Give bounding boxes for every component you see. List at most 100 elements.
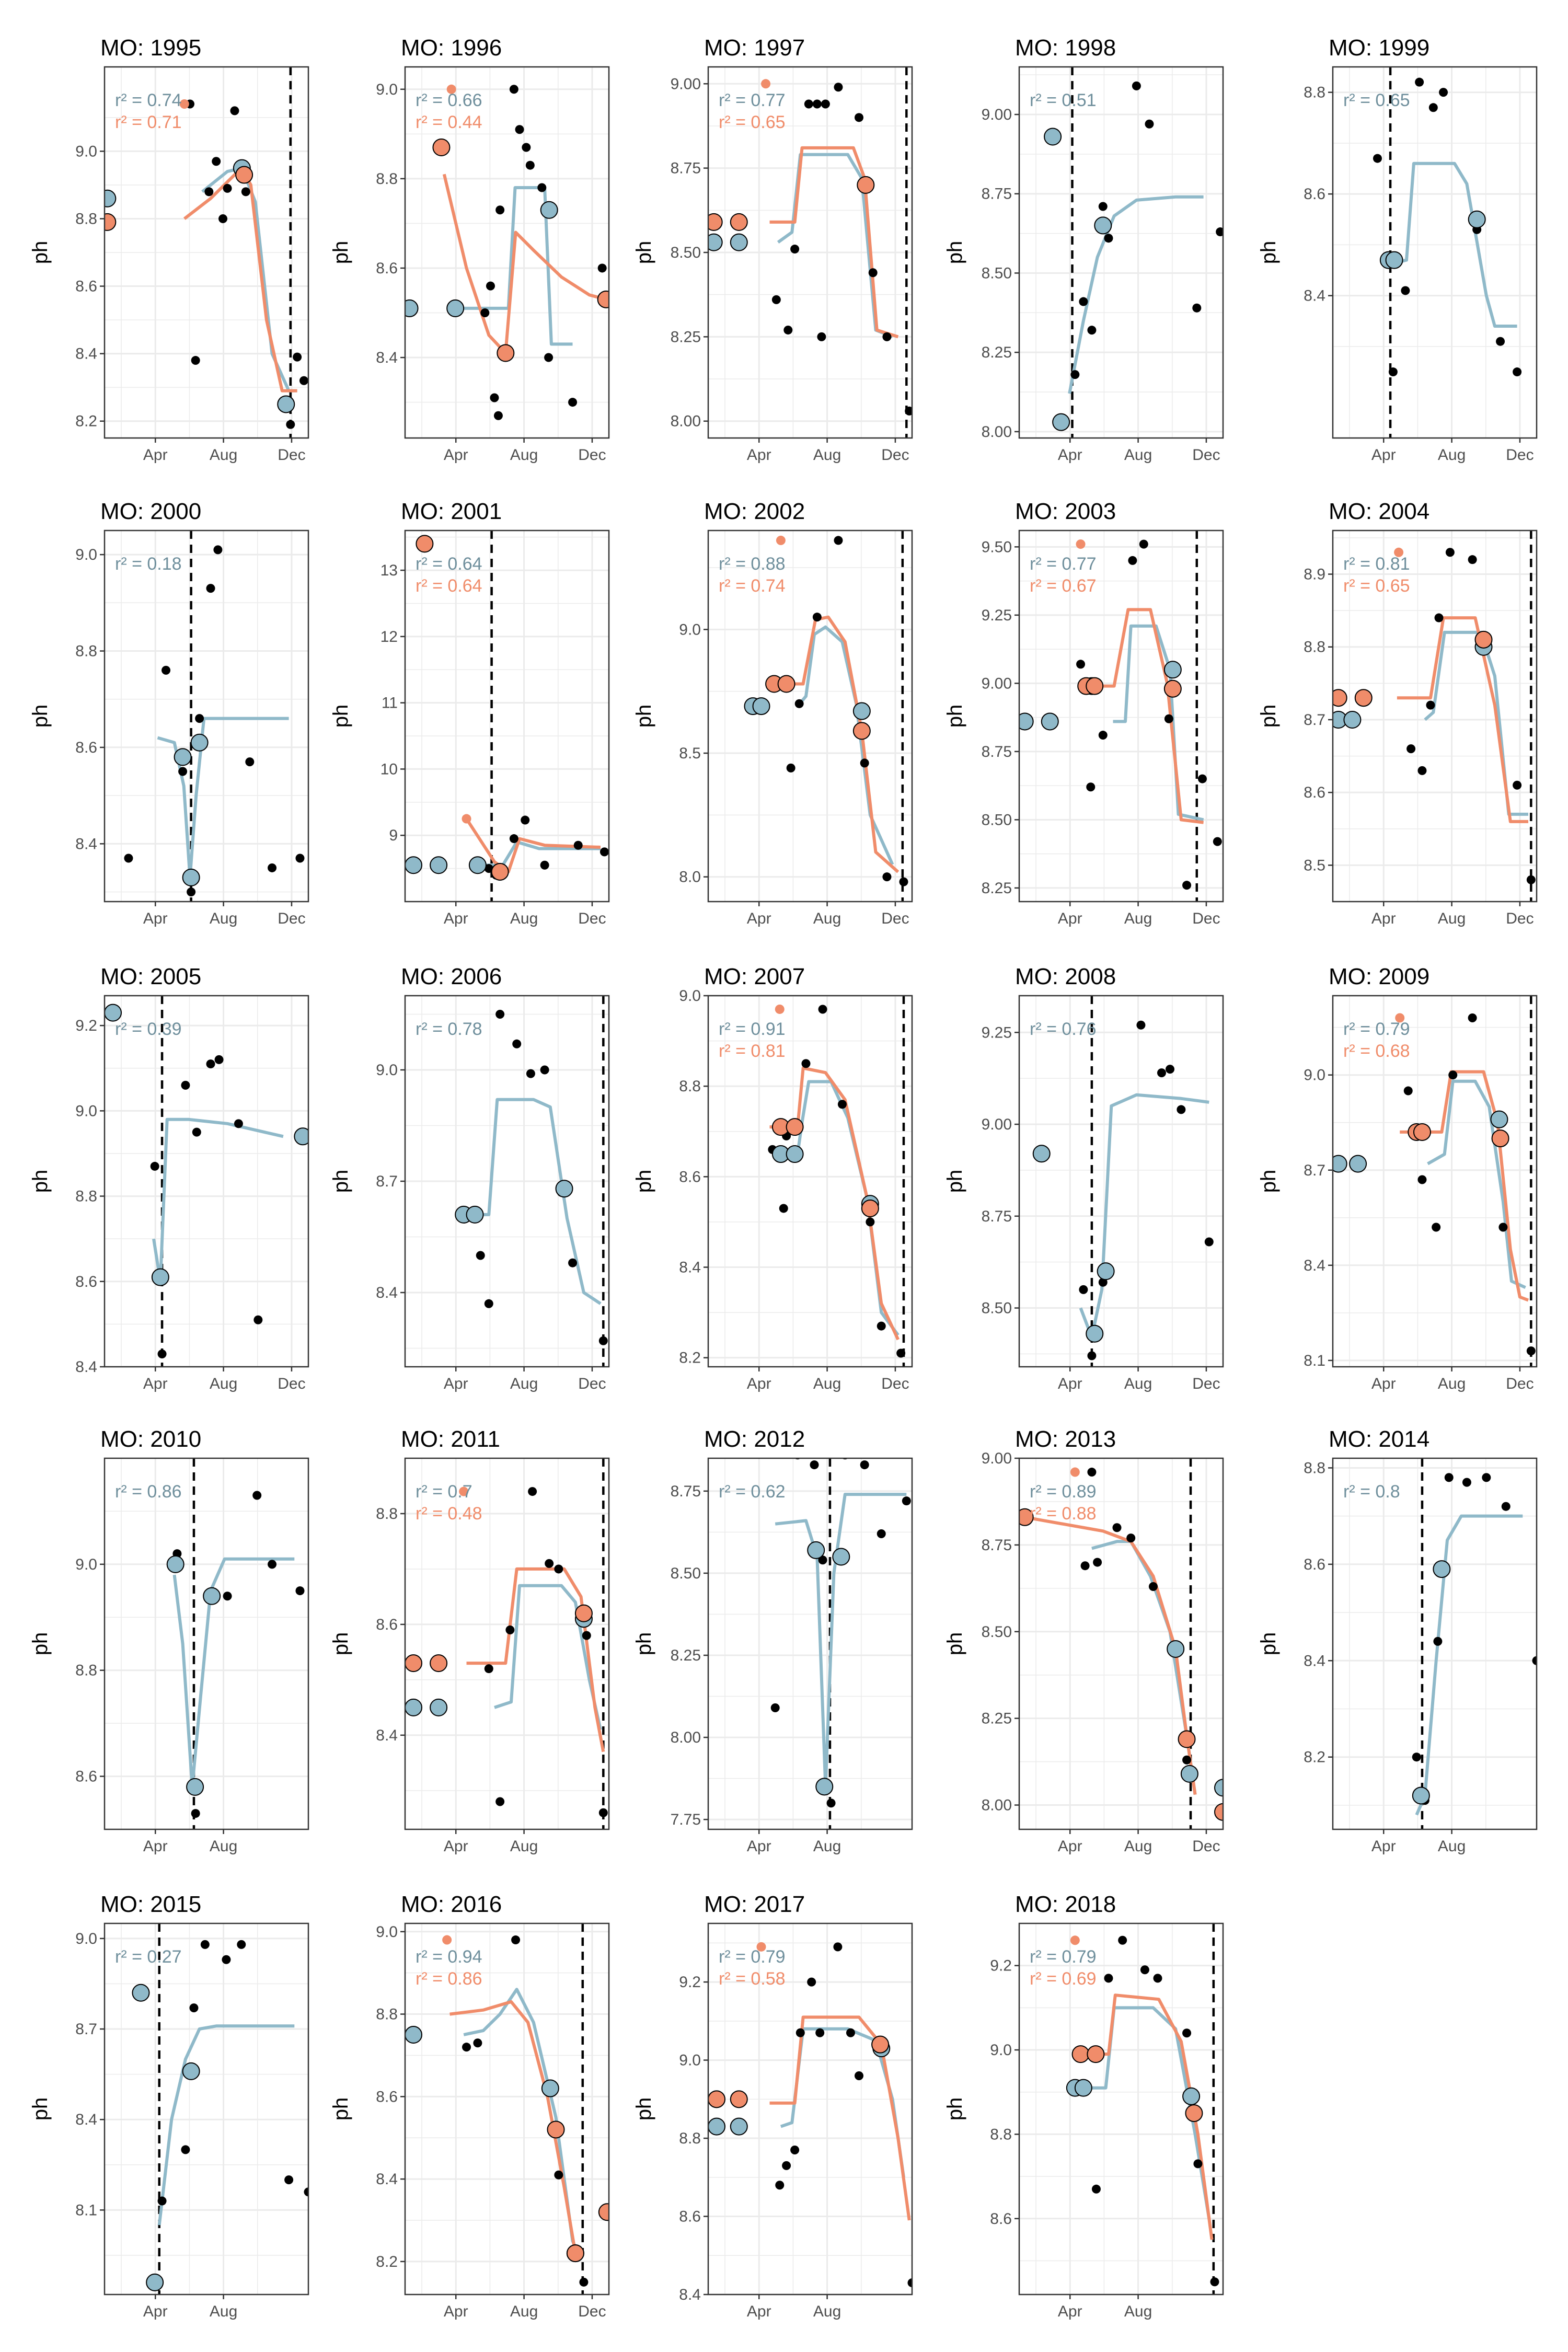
data-point (1415, 77, 1424, 87)
data-point (1213, 837, 1222, 846)
facet-panel: r² = 0.7r² = 0.48 8.4 8.6 8.8 Apr Aug MO: 2011… (329, 1426, 610, 1855)
blue-fit-curve (1113, 624, 1204, 822)
facet-title: MO: 2004 (1329, 499, 1429, 524)
blue-marker (1490, 1110, 1508, 1128)
y-tick-label: 9.0 (990, 2042, 1012, 2059)
x-tick-label: Dec (881, 910, 909, 927)
y-tick-label: 9.00 (982, 675, 1012, 692)
y-tick-label: 9.0 (376, 1923, 398, 1941)
blue-marker (1097, 1262, 1115, 1281)
data-point (544, 353, 554, 362)
r2-label: r² = 0.66 (416, 90, 482, 110)
orange-marker (786, 1118, 804, 1136)
blue-marker (405, 1698, 423, 1716)
orange-fit-curve (1397, 616, 1528, 823)
y-tick-label: 8.6 (376, 1616, 398, 1633)
blue-fit-curve (1068, 195, 1204, 394)
blue-fit-curve (172, 1557, 295, 1789)
orange-dot (756, 1942, 766, 1952)
data-point (568, 398, 578, 407)
panel-background (405, 1923, 609, 2295)
y-tick-label: 10 (381, 760, 398, 778)
r2-label: r² = 0.88 (1030, 1504, 1097, 1524)
orange-dot (179, 99, 189, 109)
x-tick-label: Aug (210, 1375, 237, 1392)
orange-dot (1076, 539, 1086, 549)
data-point (826, 1798, 836, 1808)
y-tick-label: 9.0 (679, 621, 701, 638)
blue-marker (146, 2273, 164, 2291)
data-point (212, 157, 221, 166)
r2-label: r² = 0.74 (719, 576, 786, 596)
y-axis-label: ph (632, 705, 655, 728)
panel-background (405, 531, 609, 902)
blue-marker (466, 1205, 484, 1224)
data-point (191, 1809, 200, 1818)
data-point (486, 281, 495, 291)
x-tick-label: Dec (278, 910, 305, 927)
orange-fit-curve (465, 817, 601, 873)
y-axis-label: ph (29, 2097, 52, 2121)
data-point (1204, 1237, 1214, 1247)
blue-marker (1163, 661, 1182, 679)
data-point (1526, 1346, 1536, 1356)
blue-marker (430, 1698, 448, 1716)
x-tick-label: Aug (1124, 2303, 1152, 2320)
panel-border (1018, 529, 1224, 903)
data-point (241, 187, 250, 197)
data-point (537, 183, 547, 192)
panel-border (1018, 66, 1224, 439)
x-tick-label: Aug (210, 2303, 237, 2320)
data-point (599, 847, 609, 857)
y-tick-label: 9.0 (75, 546, 97, 563)
orange-marker (405, 1654, 423, 1673)
y-axis-label: ph (632, 1170, 655, 1193)
data-point (493, 411, 503, 420)
y-tick-label: 8.75 (671, 160, 701, 177)
y-tick-label: 9.0 (376, 81, 398, 98)
blue-fit-curve (1427, 1079, 1526, 1289)
data-point (1513, 367, 1522, 377)
orange-fit-curve (466, 1567, 605, 1753)
y-tick-label: 8.8 (75, 1188, 97, 1205)
blue-marker (294, 1127, 308, 1146)
x-tick-label: Aug (813, 446, 841, 464)
x-tick-label: Apr (1371, 910, 1396, 927)
x-tick-label: Apr (444, 910, 468, 927)
r2-label: r² = 0.74 (115, 90, 182, 110)
y-tick-label: 8.75 (982, 743, 1012, 760)
data-point (234, 1119, 243, 1128)
y-tick-label: 8.8 (376, 170, 398, 188)
blue-marker (182, 868, 200, 886)
blue-marker (555, 1180, 573, 1198)
blue-marker (186, 1778, 204, 1796)
y-tick-label: 8.8 (990, 2126, 1012, 2143)
blue-marker (1214, 1779, 1223, 1797)
data-point (812, 99, 822, 109)
x-tick-label: Dec (578, 910, 606, 927)
y-tick-label: 8.5 (679, 745, 701, 762)
blue-marker (852, 702, 871, 720)
facet-title: MO: 2010 (100, 1426, 201, 1452)
orange-marker (708, 213, 723, 231)
facet-panel: r² = 0.51 8.00 8.25 8.50 8.75 9.00 Apr Aug Dec MO… (943, 35, 1224, 464)
blue-marker (1094, 216, 1112, 235)
y-tick-label: 8.6 (679, 2208, 701, 2226)
orange-marker (1163, 679, 1182, 698)
orange-dot (442, 1935, 452, 1945)
y-tick-label: 8.25 (671, 1647, 701, 1664)
data-point (834, 83, 843, 92)
x-tick-label: Aug (510, 910, 538, 927)
data-point (206, 1059, 215, 1069)
orange-dot (1070, 1935, 1080, 1945)
panel-background (1019, 67, 1223, 438)
y-tick-label: 9.0 (75, 1930, 97, 1947)
data-point (214, 1055, 224, 1064)
r2-label: r² = 0.68 (1343, 1041, 1410, 1061)
blue-marker (1167, 1640, 1185, 1658)
data-point (286, 420, 295, 429)
facet-panel: r² = 0.8 8.2 8.4 8.6 8.8 Apr Aug MO: 2014 ph (1257, 1426, 1538, 1855)
x-tick-label: Apr (747, 1375, 771, 1392)
data-point (1426, 700, 1435, 710)
data-point (1080, 1561, 1090, 1571)
